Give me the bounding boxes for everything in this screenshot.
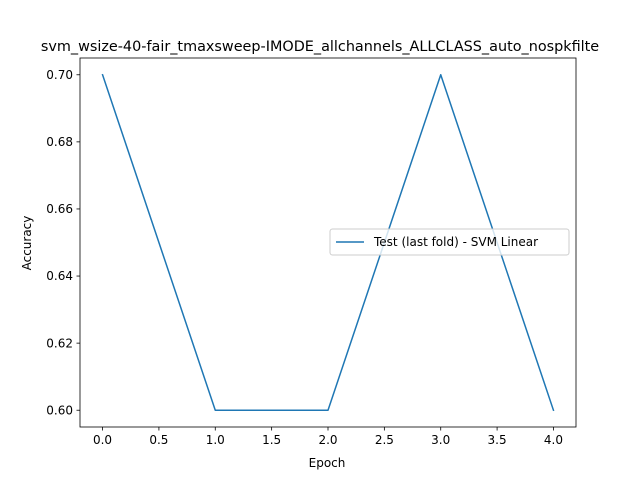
y-tick-label: 0.62	[46, 336, 73, 350]
x-tick-label: 3.5	[488, 433, 507, 447]
y-tick-label: 0.66	[46, 202, 73, 216]
y-tick-label: 0.60	[46, 403, 73, 417]
x-tick-label: 1.5	[262, 433, 281, 447]
chart-title: svm_wsize-40-fair_tmaxsweep-IMODE_allcha…	[41, 39, 599, 55]
x-tick-label: 2.0	[318, 433, 337, 447]
plot-area: 0.0 0.5 1.0 1.5 2.0 2.5 3.0 3.5 4.0 0.60 0.62 0.64 0…	[46, 57, 577, 447]
x-tick-label: 0.0	[93, 433, 112, 447]
y-tick-label: 0.64	[46, 269, 73, 283]
x-axis-label: Epoch	[309, 456, 346, 470]
x-tick-label: 3.0	[431, 433, 450, 447]
x-tick-label: 0.5	[149, 433, 168, 447]
legend-box	[329, 228, 570, 256]
series-line-0	[101, 73, 555, 412]
y-tick-label: 0.68	[46, 135, 73, 149]
x-tick-label: 1.0	[206, 433, 225, 447]
y-axis-label: Accuracy	[20, 216, 34, 271]
legend-label: Test (last fold) - SVM Linear	[373, 235, 538, 249]
y-tick-label: 0.70	[46, 68, 73, 82]
x-tick-label: 2.5	[375, 433, 394, 447]
x-tick-label: 4.0	[544, 433, 563, 447]
